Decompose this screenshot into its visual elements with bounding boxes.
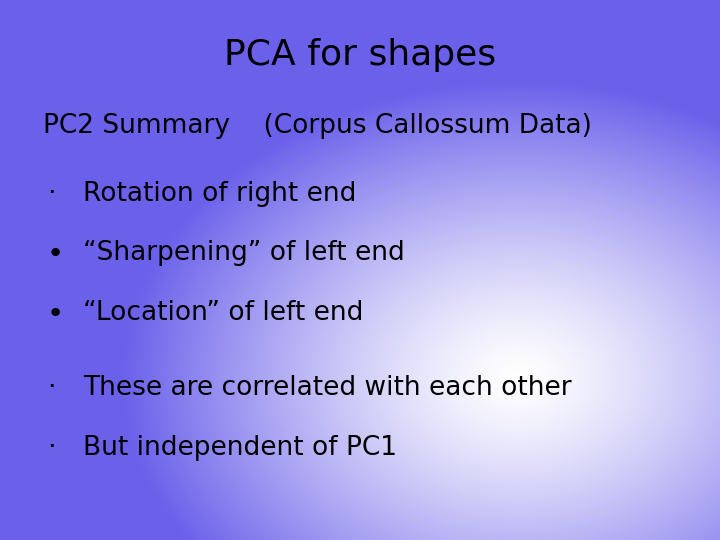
Text: “Sharpening” of left end: “Sharpening” of left end — [83, 240, 405, 266]
Text: •: • — [47, 300, 64, 328]
Text: “Location” of left end: “Location” of left end — [83, 300, 363, 326]
Text: •: • — [47, 240, 64, 268]
Text: But independent of PC1: But independent of PC1 — [83, 435, 397, 461]
Text: ·: · — [47, 375, 55, 401]
Text: ·: · — [47, 181, 55, 207]
Text: ·: · — [47, 435, 55, 461]
Text: Rotation of right end: Rotation of right end — [83, 181, 356, 207]
Text: PCA for shapes: PCA for shapes — [224, 38, 496, 72]
Text: These are correlated with each other: These are correlated with each other — [83, 375, 572, 401]
Text: PC2 Summary    (Corpus Callossum Data): PC2 Summary (Corpus Callossum Data) — [43, 113, 592, 139]
